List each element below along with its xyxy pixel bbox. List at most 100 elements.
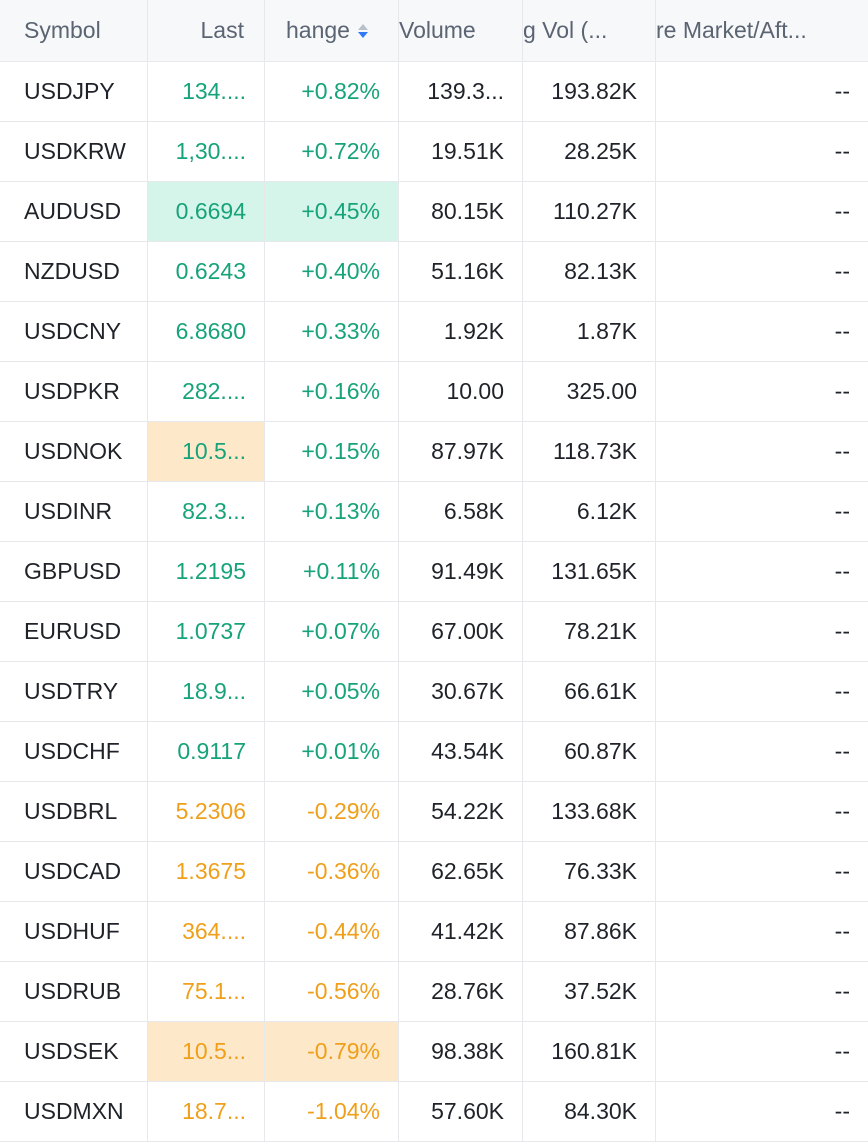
cell-change: +0.16% [265, 362, 399, 421]
last-price: 282.... [182, 378, 246, 404]
change-percent: +0.13% [301, 498, 380, 524]
volume-value: 10.00 [446, 378, 504, 404]
avg-volume-value: 82.13K [564, 258, 637, 284]
volume-value: 6.58K [443, 498, 504, 524]
cell-pre-market: -- [656, 242, 868, 301]
symbol-text: USDHUF [24, 918, 120, 944]
table-row[interactable]: GBPUSD 1.2195 +0.11% 91.49K 131.65K -- [0, 542, 868, 602]
cell-symbol[interactable]: USDPKR [0, 362, 148, 421]
table-row[interactable]: USDCAD 1.3675 -0.36% 62.65K 76.33K -- [0, 842, 868, 902]
cell-pre-market: -- [656, 602, 868, 661]
pre-market-value: -- [834, 198, 850, 224]
pre-market-value: -- [834, 858, 850, 884]
cell-symbol[interactable]: USDNOK [0, 422, 148, 481]
pre-market-value: -- [834, 258, 850, 284]
avg-volume-value: 87.86K [564, 918, 637, 944]
table-row[interactable]: USDRUB 75.1... -0.56% 28.76K 37.52K -- [0, 962, 868, 1022]
cell-pre-market: -- [656, 482, 868, 541]
symbol-text: USDPKR [24, 378, 120, 404]
table-row[interactable]: USDTRY 18.9... +0.05% 30.67K 66.61K -- [0, 662, 868, 722]
cell-change: +0.15% [265, 422, 399, 481]
table-row[interactable]: USDKRW 1,30.... +0.72% 19.51K 28.25K -- [0, 122, 868, 182]
cell-symbol[interactable]: NZDUSD [0, 242, 148, 301]
cell-symbol[interactable]: USDSEK [0, 1022, 148, 1081]
column-header-label: Last [200, 17, 244, 43]
cell-avg-volume: 118.73K [523, 422, 656, 481]
table-row[interactable]: EURUSD 1.0737 +0.07% 67.00K 78.21K -- [0, 602, 868, 662]
pre-market-value: -- [834, 618, 850, 644]
cell-last: 0.6243 [148, 242, 265, 301]
cell-symbol[interactable]: USDHUF [0, 902, 148, 961]
cell-symbol[interactable]: USDCHF [0, 722, 148, 781]
cell-symbol[interactable]: USDCNY [0, 302, 148, 361]
symbol-text: USDTRY [24, 678, 119, 704]
table-row[interactable]: USDCHF 0.9117 +0.01% 43.54K 60.87K -- [0, 722, 868, 782]
column-header-change[interactable]: hange [265, 0, 399, 61]
last-price: 0.9117 [177, 738, 246, 764]
cell-symbol[interactable]: USDRUB [0, 962, 148, 1021]
cell-symbol[interactable]: USDTRY [0, 662, 148, 721]
pre-market-value: -- [834, 1038, 850, 1064]
table-row[interactable]: USDSEK 10.5... -0.79% 98.38K 160.81K -- [0, 1022, 868, 1082]
cell-last: 0.6694 [148, 182, 265, 241]
column-header-volume[interactable]: Volume [399, 0, 523, 61]
cell-symbol[interactable]: GBPUSD [0, 542, 148, 601]
last-price: 0.6694 [175, 198, 246, 224]
table-row[interactable]: USDNOK 10.5... +0.15% 87.97K 118.73K -- [0, 422, 868, 482]
table-row[interactable]: NZDUSD 0.6243 +0.40% 51.16K 82.13K -- [0, 242, 868, 302]
table-row[interactable]: USDMXN 18.7... -1.04% 57.60K 84.30K -- [0, 1082, 868, 1142]
column-header-label: hange [286, 17, 350, 43]
cell-volume: 80.15K [399, 182, 523, 241]
table-row[interactable]: USDHUF 364.... -0.44% 41.42K 87.86K -- [0, 902, 868, 962]
cell-symbol[interactable]: USDJPY [0, 62, 148, 121]
cell-symbol[interactable]: USDBRL [0, 782, 148, 841]
cell-avg-volume: 28.25K [523, 122, 656, 181]
cell-symbol[interactable]: USDMXN [0, 1082, 148, 1141]
pre-market-value: -- [834, 738, 850, 764]
column-header-last[interactable]: Last [148, 0, 265, 61]
cell-avg-volume: 66.61K [523, 662, 656, 721]
last-price: 10.5... [182, 438, 246, 464]
cell-volume: 1.92K [399, 302, 523, 361]
cell-symbol[interactable]: EURUSD [0, 602, 148, 661]
table-row[interactable]: USDCNY 6.8680 +0.33% 1.92K 1.87K -- [0, 302, 868, 362]
cell-pre-market: -- [656, 122, 868, 181]
last-price: 134.... [182, 78, 246, 104]
cell-pre-market: -- [656, 1022, 868, 1081]
avg-volume-value: 76.33K [564, 858, 637, 884]
last-price: 1.3675 [175, 858, 246, 884]
column-header-pre-market[interactable]: re Market/Aft... [656, 0, 868, 61]
column-header-symbol[interactable]: Symbol [0, 0, 148, 61]
table-row[interactable]: USDPKR 282.... +0.16% 10.00 325.00 -- [0, 362, 868, 422]
table-row[interactable]: USDBRL 5.2306 -0.29% 54.22K 133.68K -- [0, 782, 868, 842]
cell-volume: 57.60K [399, 1082, 523, 1141]
change-percent: +0.15% [301, 438, 380, 464]
cell-last: 282.... [148, 362, 265, 421]
avg-volume-value: 84.30K [564, 1098, 637, 1124]
table-row[interactable]: USDJPY 134.... +0.82% 139.3... 193.82K -- [0, 62, 868, 122]
avg-volume-value: 193.82K [551, 78, 637, 104]
volume-value: 43.54K [431, 738, 504, 764]
sort-descending-icon[interactable] [357, 23, 368, 38]
cell-volume: 91.49K [399, 542, 523, 601]
cell-pre-market: -- [656, 662, 868, 721]
table-row[interactable]: USDINR 82.3... +0.13% 6.58K 6.12K -- [0, 482, 868, 542]
pre-market-value: -- [834, 378, 850, 404]
cell-symbol[interactable]: USDCAD [0, 842, 148, 901]
cell-symbol[interactable]: USDINR [0, 482, 148, 541]
symbol-text: EURUSD [24, 618, 122, 644]
cell-last: 5.2306 [148, 782, 265, 841]
cell-avg-volume: 6.12K [523, 482, 656, 541]
symbol-text: USDCHF [24, 738, 120, 764]
avg-volume-value: 110.27K [553, 198, 637, 224]
table-row[interactable]: AUDUSD 0.6694 +0.45% 80.15K 110.27K -- [0, 182, 868, 242]
symbol-text: GBPUSD [24, 558, 122, 584]
column-header-avg-volume[interactable]: g Vol (... [523, 0, 656, 61]
avg-volume-value: 66.61K [564, 678, 637, 704]
volume-value: 91.49K [431, 558, 504, 584]
change-percent: +0.45% [301, 198, 380, 224]
cell-last: 82.3... [148, 482, 265, 541]
cell-symbol[interactable]: AUDUSD [0, 182, 148, 241]
cell-change: +0.11% [265, 542, 399, 601]
cell-symbol[interactable]: USDKRW [0, 122, 148, 181]
